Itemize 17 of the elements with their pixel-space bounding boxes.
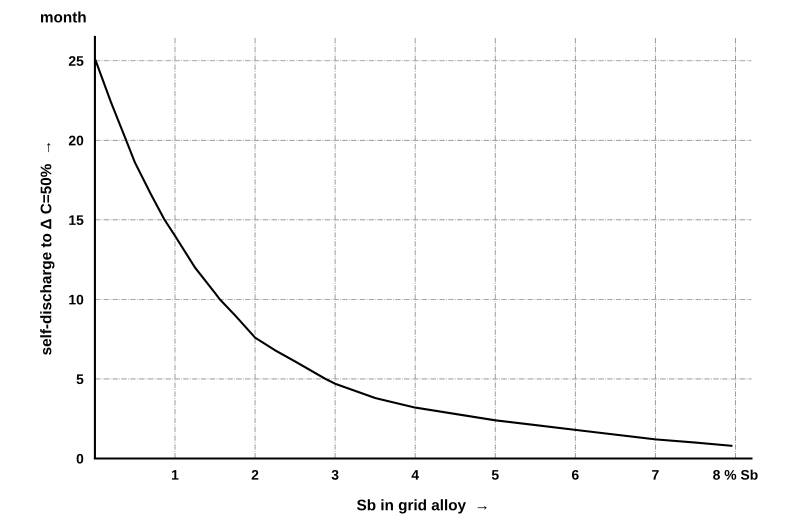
x-tick-label: 7 bbox=[652, 470, 659, 480]
x-axis-title: Sb in grid alloy → bbox=[356, 499, 487, 514]
x-tick-label: 8 % Sb bbox=[713, 470, 758, 480]
x-tick-label: 6 bbox=[572, 470, 579, 480]
x-tick-label: 5 bbox=[492, 470, 499, 480]
x-tick-label: 3 bbox=[332, 470, 338, 480]
x-tick-label: 1 bbox=[172, 470, 178, 480]
y-tick-label: 15 bbox=[69, 215, 84, 226]
y-tick-label: 0 bbox=[76, 454, 84, 464]
y-tick-label: 20 bbox=[68, 136, 84, 146]
x-tick-label: 4 bbox=[412, 470, 419, 480]
y-axis-title: self-discharge to Δ C=50% → bbox=[40, 143, 54, 355]
x-tick-label: 2 bbox=[252, 470, 258, 480]
y-tick-label: 25 bbox=[68, 56, 84, 66]
text: month bbox=[40, 11, 86, 23]
y-tick-label: 10 bbox=[69, 294, 84, 305]
y-tick-label: 5 bbox=[76, 374, 84, 384]
